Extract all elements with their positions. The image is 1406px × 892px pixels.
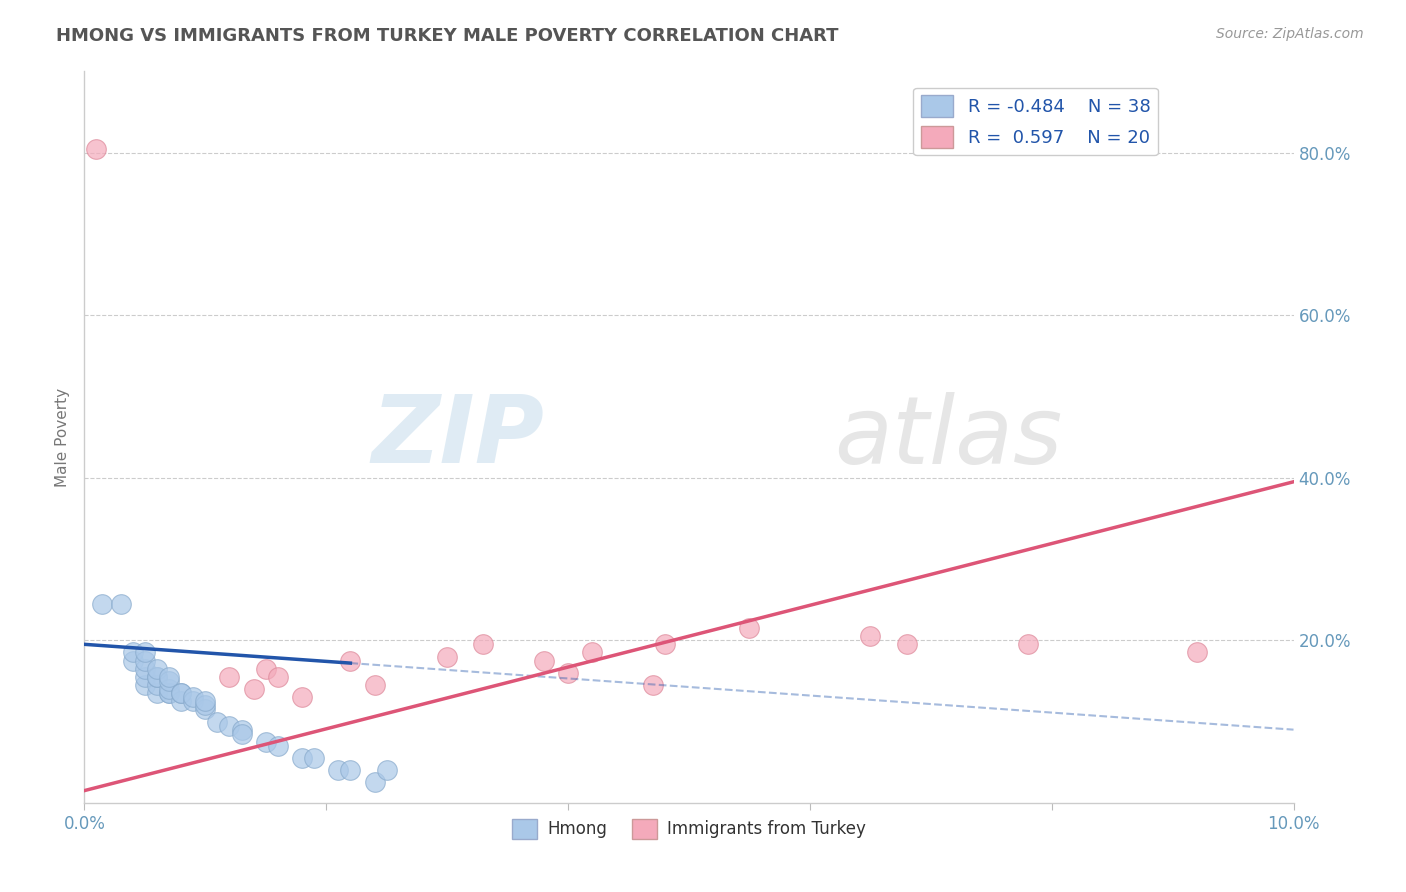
Point — [291, 751, 314, 765]
Point — [896, 637, 918, 651]
Point — [146, 662, 169, 676]
Point — [1185, 645, 1208, 659]
Point — [134, 678, 156, 692]
Point — [302, 751, 325, 765]
Point — [267, 670, 290, 684]
Point — [231, 723, 253, 737]
Point — [242, 681, 264, 696]
Point — [181, 690, 204, 705]
Point — [581, 645, 603, 659]
Point — [157, 670, 180, 684]
Text: HMONG VS IMMIGRANTS FROM TURKEY MALE POVERTY CORRELATION CHART: HMONG VS IMMIGRANTS FROM TURKEY MALE POV… — [56, 27, 839, 45]
Point — [110, 597, 132, 611]
Point — [194, 694, 217, 708]
Point — [157, 686, 180, 700]
Text: ZIP: ZIP — [371, 391, 544, 483]
Point — [654, 637, 676, 651]
Point — [134, 670, 156, 684]
Point — [339, 764, 361, 778]
Point — [218, 718, 240, 732]
Point — [121, 645, 143, 659]
Legend: Hmong, Immigrants from Turkey: Hmong, Immigrants from Turkey — [505, 812, 873, 846]
Point — [533, 654, 555, 668]
Point — [859, 629, 882, 643]
Point — [134, 645, 156, 659]
Point — [86, 142, 108, 156]
Point — [157, 686, 180, 700]
Point — [157, 681, 180, 696]
Point — [207, 714, 229, 729]
Point — [436, 649, 458, 664]
Point — [218, 670, 240, 684]
Point — [170, 694, 193, 708]
Point — [339, 654, 361, 668]
Point — [121, 654, 143, 668]
Point — [91, 597, 114, 611]
Point — [1017, 637, 1039, 651]
Point — [254, 735, 277, 749]
Point — [181, 694, 204, 708]
Point — [231, 727, 253, 741]
Point — [363, 678, 385, 692]
Point — [267, 739, 290, 753]
Point — [170, 686, 193, 700]
Point — [134, 662, 156, 676]
Point — [194, 698, 217, 713]
Point — [738, 621, 761, 635]
Point — [194, 702, 217, 716]
Point — [146, 678, 169, 692]
Point — [291, 690, 314, 705]
Point — [363, 775, 385, 789]
Point — [134, 654, 156, 668]
Point — [170, 686, 193, 700]
Point — [146, 670, 169, 684]
Y-axis label: Male Poverty: Male Poverty — [55, 387, 70, 487]
Point — [472, 637, 495, 651]
Text: Source: ZipAtlas.com: Source: ZipAtlas.com — [1216, 27, 1364, 41]
Point — [375, 764, 398, 778]
Point — [557, 665, 579, 680]
Point — [254, 662, 277, 676]
Point — [146, 686, 169, 700]
Text: atlas: atlas — [834, 392, 1063, 483]
Point — [328, 764, 350, 778]
Point — [146, 670, 169, 684]
Point — [641, 678, 664, 692]
Point — [157, 673, 180, 688]
